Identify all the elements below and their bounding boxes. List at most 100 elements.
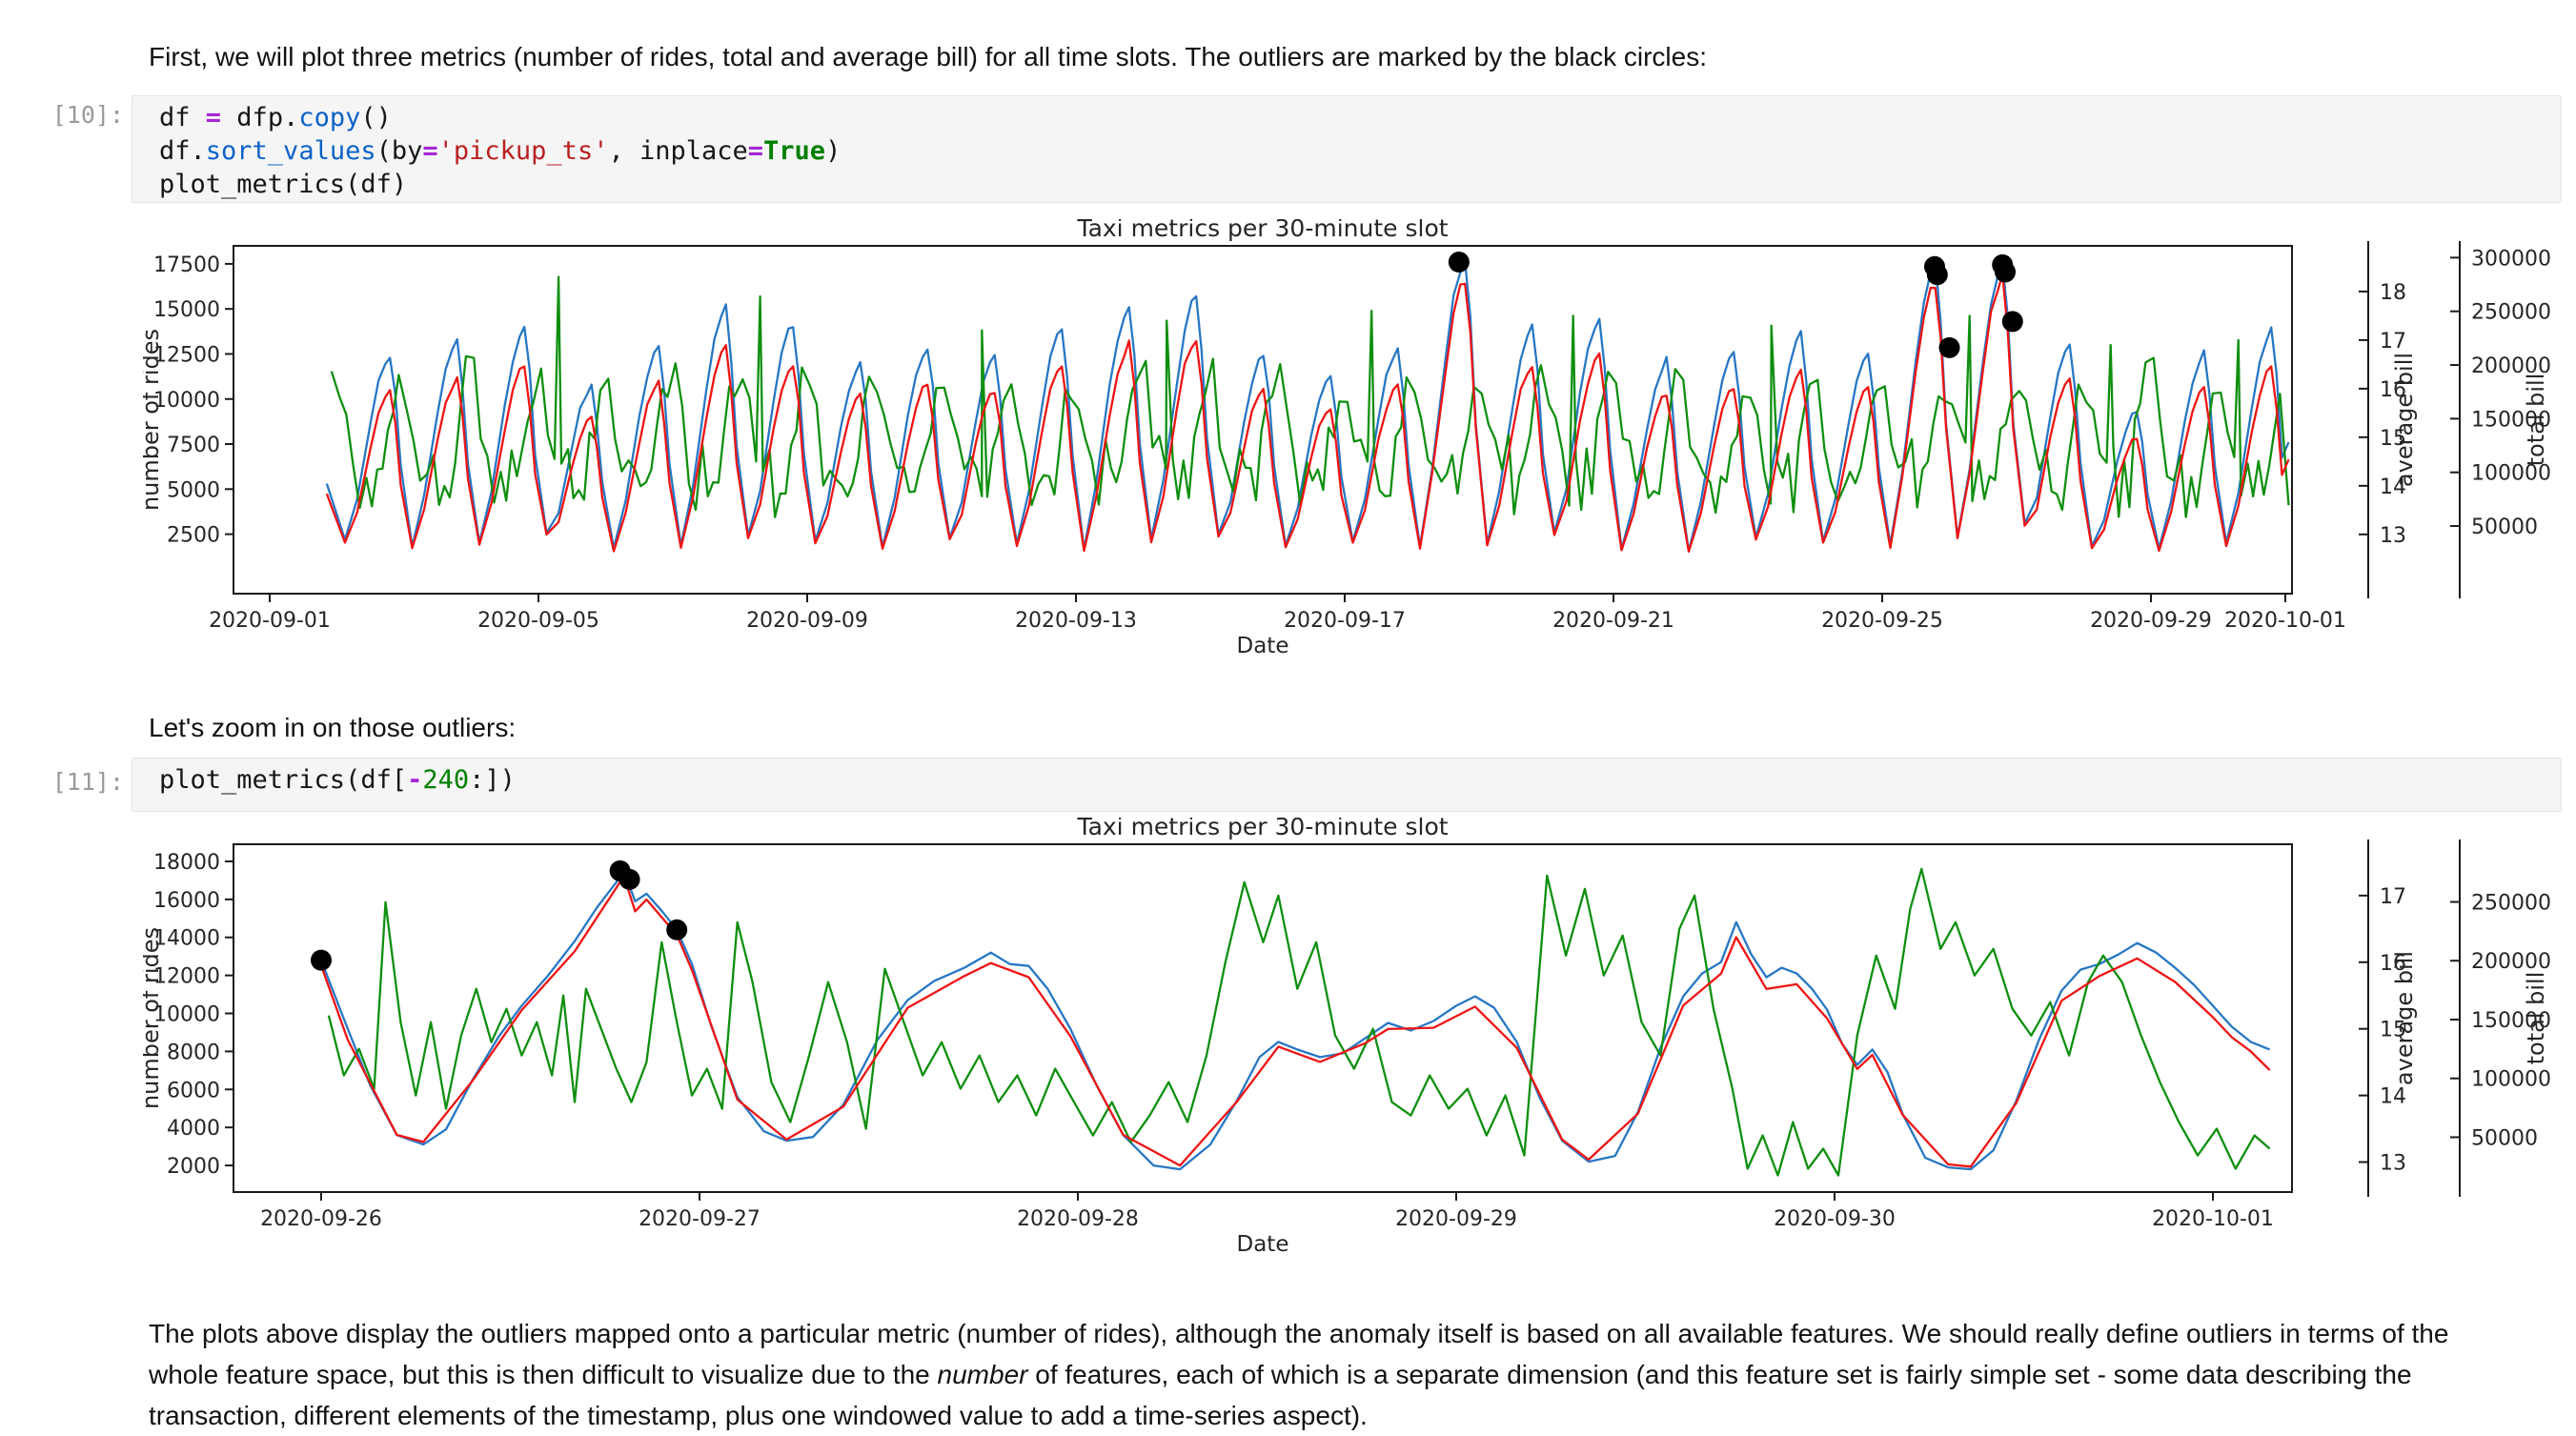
figure-output-all-slots: Taxi metrics per 30-minute slot 2500 5000 7… (137, 214, 2573, 658)
total-bill-line (325, 273, 2290, 553)
discussion-italic-word: number (937, 1360, 1028, 1389)
code-token: 240 (422, 765, 470, 795)
y-tick-label: 2000 (167, 1155, 220, 1179)
figure-output-zoomed: Taxi metrics per 30-minute slot 2000 4000 6… (137, 813, 2573, 1257)
code-token: = (205, 103, 222, 132)
code-token: plot_metrics(df[ (159, 765, 408, 795)
plot-frame (233, 843, 2293, 1193)
y-tick-label: 250000 (2471, 301, 2551, 325)
markdown-zoom-paragraph: Let's zoom in on those outliers: (149, 713, 517, 742)
y-tick-label: 4000 (167, 1117, 220, 1141)
y-tick-label: 15000 (153, 298, 220, 322)
code-cell-10: df = dfp.copy() df.sort_values(by='pickup… (132, 95, 2562, 203)
x-axis-label-date: Date (1237, 634, 1289, 657)
right-axis-total-bill-label: total bill (2523, 374, 2549, 467)
code-line: plot_metrics(df) (159, 168, 2561, 201)
code-input-10[interactable]: df = dfp.copy() df.sort_values(by='pickup… (132, 96, 2561, 201)
cell-10-prompt: [10]: (51, 101, 124, 129)
code-token: () (360, 103, 392, 132)
y-tick-label: 14 (2380, 1085, 2406, 1109)
x-tick-label: 2020-09-28 (1017, 1207, 1139, 1231)
y-tick-label: 12500 (153, 343, 220, 367)
average-bill-line (330, 275, 2290, 518)
code-token: = (422, 136, 438, 166)
code-token: plot_metrics(df) (159, 170, 408, 199)
x-tick-label: 2020-09-27 (639, 1207, 761, 1231)
y-tick-label: 150000 (2471, 1009, 2551, 1033)
y-tick-label: 50000 (2471, 1126, 2538, 1150)
code-token: , inplace (608, 136, 748, 166)
x-tick-label: 2020-09-13 (1015, 609, 1137, 633)
chart-title: Taxi metrics per 30-minute slot (1076, 818, 1448, 840)
code-token: df. (159, 136, 206, 166)
discussion-text: The plots above display the outliers map… (149, 1319, 2449, 1389)
x-tick-label: 2020-09-01 (209, 609, 331, 633)
y-tick-label: 18000 (153, 851, 220, 875)
right-axis-average-bill-label: average bill (2391, 951, 2418, 1085)
y-tick-label: 12000 (153, 965, 220, 989)
left-axis-number-of-rides: 2000 4000 6000 8000 10000 12000 14000 16000 1800… (137, 851, 233, 1179)
y-tick-label: 100000 (2471, 1068, 2551, 1092)
outlier-dot (666, 919, 688, 940)
outlier-dot (1938, 336, 1960, 358)
y-tick-label: 14000 (153, 927, 220, 951)
outlier-markers (311, 860, 688, 971)
code-token: dfp. (221, 103, 299, 132)
y-tick-label: 10000 (153, 389, 220, 413)
y-tick-label: 18 (2380, 281, 2406, 305)
y-tick-label: 7500 (167, 434, 220, 457)
y-tick-label: 6000 (167, 1079, 220, 1102)
x-tick-label: 2020-09-26 (260, 1207, 382, 1231)
y-tick-label: 250000 (2471, 892, 2551, 916)
x-tick-label: 2020-09-09 (746, 609, 868, 633)
x-tick-label: 2020-10-01 (2152, 1207, 2274, 1231)
x-axis-date: 2020-09-26 2020-09-27 2020-09-28 2020-09-29… (260, 1192, 2274, 1257)
code-token: df (159, 103, 206, 132)
y-tick-label: 13 (2380, 1152, 2406, 1176)
plot-frame (233, 245, 2293, 595)
y-tick-label: 14 (2380, 475, 2406, 499)
x-tick-label: 2020-09-29 (2090, 609, 2212, 633)
outlier-dot (2001, 311, 2023, 333)
code-token: sort_values (205, 136, 376, 166)
y-tick-label: 16 (2380, 952, 2406, 976)
code-token: copy (298, 103, 361, 132)
x-tick-label: 2020-09-25 (1821, 609, 1943, 633)
left-axis-number-of-rides: 2500 5000 7500 10000 12500 15000 17500 number o… (137, 253, 233, 548)
cell-11-prompt: [11]: (51, 768, 124, 796)
right-axis-average-bill-label: average bill (2391, 353, 2418, 487)
x-tick-label: 2020-09-17 (1284, 609, 1406, 633)
x-tick-label: 2020-09-30 (1774, 1207, 1896, 1231)
y-tick-label: 15 (2380, 427, 2406, 451)
y-tick-label: 8000 (167, 1041, 220, 1064)
figure-canvas: Taxi metrics per 30-minute slot 2500 5000 7… (137, 214, 2551, 658)
outlier-markers (1448, 252, 2023, 358)
right-axis-average-bill: 13 14 15 16 17 average bill (2359, 839, 2418, 1197)
right-axis-total-bill: 50000 100000 150000 200000 250000 total bill (2450, 839, 2551, 1197)
figure-canvas: Taxi metrics per 30-minute slot 2000 4000 6… (137, 813, 2551, 1257)
average-bill-line (327, 867, 2271, 1177)
code-token: (by (375, 136, 423, 166)
y-tick-label: 200000 (2471, 950, 2551, 974)
outlier-dot (1926, 264, 1948, 286)
markdown-discussion-paragraph: The plots above display the outliers map… (149, 1313, 2459, 1436)
y-tick-label: 300000 (2471, 247, 2551, 271)
total-bill-line (319, 875, 2271, 1168)
y-tick-label: 16000 (153, 889, 220, 913)
code-token: = (747, 136, 764, 166)
outlier-dot (311, 949, 332, 971)
x-axis-label-date: Date (1237, 1232, 1289, 1256)
outlier-dot (1448, 252, 1470, 273)
chart-title: Taxi metrics per 30-minute slot (1076, 219, 1448, 242)
code-input-11[interactable]: plot_metrics(df[-240:]) (132, 758, 2561, 797)
y-tick-label: 17 (2380, 330, 2406, 354)
y-tick-label: 2500 (167, 524, 220, 548)
x-tick-label: 2020-09-05 (477, 609, 599, 633)
y-tick-label: 17 (2380, 885, 2406, 909)
y-tick-label: 13 (2380, 524, 2406, 548)
code-token: - (407, 765, 423, 795)
y-tick-label: 15 (2380, 1019, 2406, 1042)
outlier-dot (619, 868, 640, 890)
y-tick-label: 16 (2380, 378, 2406, 402)
x-axis-date: 2020-09-01 2020-09-05 2020-09-09 2020-09-13… (209, 594, 2346, 658)
